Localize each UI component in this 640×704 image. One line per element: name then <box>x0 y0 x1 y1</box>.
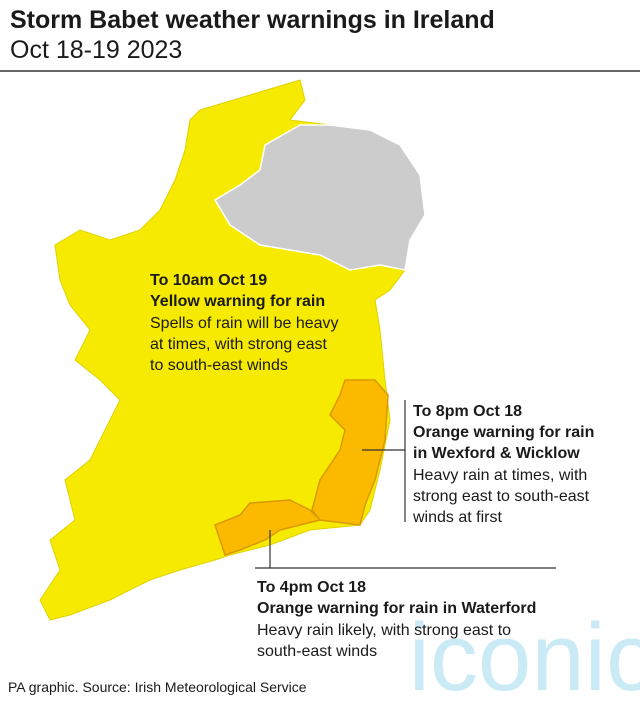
subtitle: Oct 18-19 2023 <box>10 36 182 64</box>
annotation-text: south-east winds <box>257 643 377 660</box>
annotation-text: winds at first <box>412 509 502 526</box>
northern-ireland <box>213 124 426 271</box>
annotation-warning: Orange warning for rain in Waterford <box>257 600 536 617</box>
leader-line <box>362 400 406 522</box>
leader-line <box>255 530 556 569</box>
annotation-text: Heavy rain likely, with strong east to <box>257 622 511 639</box>
title: Storm Babet weather warnings in Ireland <box>10 6 495 34</box>
footer-source: PA graphic. Source: Irish Meteorological… <box>8 679 307 695</box>
annotation-warning: Yellow warning for rain <box>150 293 325 310</box>
annotation-time: To 4pm Oct 18 <box>257 579 366 596</box>
annotation-text: to south-east winds <box>150 357 288 374</box>
annotation-text: strong east to south-east <box>413 488 590 505</box>
annotation-text: Spells of rain will be heavy <box>150 315 339 332</box>
annotation-text: at times, with strong east <box>150 336 328 353</box>
annotation-warning: Orange warning for rain <box>413 424 594 441</box>
annotation-warning: in Wexford & Wicklow <box>413 445 580 462</box>
annotation-time: To 8pm Oct 18 <box>413 403 522 420</box>
watermark: iconic <box>409 604 640 704</box>
annotation-time: To 10am Oct 19 <box>150 272 267 289</box>
annotation-text: Heavy rain at times, with <box>413 467 587 484</box>
waterford-region <box>214 499 322 556</box>
